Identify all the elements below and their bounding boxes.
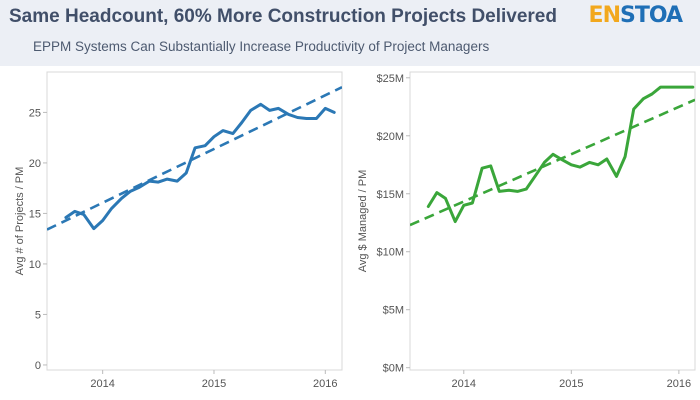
dollars-trend-line bbox=[410, 98, 695, 227]
projects-x-tick-label: 2015 bbox=[202, 378, 226, 390]
projects-x-tick-label: 2014 bbox=[90, 378, 114, 390]
projects-y-tick-label: 5 bbox=[35, 309, 41, 321]
dollars-x-tick-label: 2016 bbox=[667, 378, 691, 390]
projects-series-line bbox=[64, 102, 336, 231]
brand-logo: ENSTOA bbox=[588, 3, 683, 28]
dollars-series-line bbox=[426, 85, 695, 224]
dollars-y-tick-label: $15M bbox=[376, 189, 404, 201]
projects-y-tick-label: 10 bbox=[29, 259, 41, 271]
dollars-managed-per-pm-chart: $0M $5M $10M $15M $20M $25M 2014 2015 2016 Avg $ … bbox=[357, 71, 696, 390]
projects-y-tick-label: 0 bbox=[35, 360, 41, 372]
projects-y-tick-label: 15 bbox=[29, 208, 41, 220]
dollars-x-tick-label: 2014 bbox=[452, 378, 476, 390]
projects-plot-frame bbox=[46, 71, 343, 371]
page-subtitle: EPPM Systems Can Substantially Increase … bbox=[33, 39, 490, 54]
header-band: Same Headcount, 60% More Construction Pr… bbox=[0, 0, 700, 66]
projects-y-tick-label: 20 bbox=[29, 158, 41, 170]
projects-y-tick-label: 25 bbox=[29, 107, 41, 119]
dollars-y-axis-title: Avg $ Managed / PM bbox=[357, 170, 369, 273]
dollars-y-tick-label: $20M bbox=[376, 131, 404, 143]
dollars-y-tick-label: $10M bbox=[376, 247, 404, 259]
dollars-y-tick-label: $5M bbox=[383, 305, 404, 317]
dollars-y-tick-label: $25M bbox=[376, 73, 404, 85]
page-title: Same Headcount, 60% More Construction Pr… bbox=[9, 6, 557, 27]
projects-per-pm-chart: 0 5 10 15 20 25 2014 2015 2016 Avg # of Projects … bbox=[14, 71, 343, 390]
dollars-x-tick-label: 2015 bbox=[559, 378, 583, 390]
dollars-plot-frame bbox=[409, 71, 696, 371]
projects-trend-line bbox=[47, 86, 342, 231]
projects-x-tick-label: 2016 bbox=[313, 378, 337, 390]
projects-y-axis-title: Avg # of Projects / PM bbox=[14, 167, 26, 276]
dollars-y-tick-label: $0M bbox=[383, 363, 404, 375]
